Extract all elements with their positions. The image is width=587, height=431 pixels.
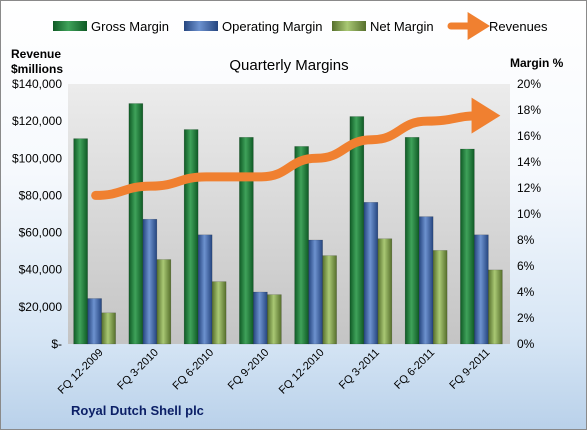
right-tick-label: 20% [517, 77, 541, 91]
category-label: FQ 6-2010 [171, 347, 217, 393]
right-tick-label: 14% [517, 155, 541, 169]
bar-net-margin [212, 282, 226, 344]
company-name: Royal Dutch Shell plc [71, 403, 204, 418]
category-label: FQ 3-2011 [337, 347, 382, 392]
category-label: FQ 3-2010 [115, 347, 161, 393]
left-axis-ticks: $- $20,000 $40,000 $60,000 $80,000 $100,000 $1… [12, 77, 62, 351]
right-tick-label: 18% [517, 103, 541, 117]
left-axis-title-line1: Revenue [11, 47, 61, 61]
bar-gross-margin [405, 137, 419, 344]
category-label: FQ 6-2011 [392, 347, 437, 392]
left-axis-title-line2: $millions [11, 62, 63, 76]
legend-swatch-gross-margin [53, 21, 87, 31]
bar-net-margin [323, 256, 337, 344]
left-tick-label: $100,000 [12, 151, 62, 165]
legend: Gross Margin Operating Margin Net Margin… [53, 19, 548, 34]
bar-operating-margin [309, 240, 323, 344]
left-tick-label: $20,000 [19, 300, 63, 314]
bar-operating-margin [198, 235, 212, 344]
right-tick-label: 4% [517, 285, 535, 299]
left-tick-label: $40,000 [19, 263, 63, 277]
left-tick-label: $140,000 [12, 77, 62, 91]
bar-net-margin [378, 239, 392, 344]
left-tick-label: $80,000 [19, 188, 63, 202]
bar-operating-margin [253, 292, 267, 344]
bar-operating-margin [88, 299, 102, 345]
bar-net-margin [433, 250, 447, 344]
right-tick-label: 10% [517, 207, 541, 221]
bar-net-margin [488, 270, 502, 344]
right-tick-label: 12% [517, 181, 541, 195]
category-label: FQ 9-2010 [226, 347, 272, 393]
legend-swatch-operating-margin [184, 21, 218, 31]
bar-operating-margin [143, 219, 157, 344]
right-tick-label: 16% [517, 129, 541, 143]
chart-title: Quarterly Margins [229, 57, 348, 74]
right-tick-label: 8% [517, 233, 535, 247]
right-axis-ticks: 0% 2% 4% 6% 8% 10% 12% 14% 16% 18% 20% [517, 77, 541, 351]
bar-net-margin [157, 260, 171, 345]
left-tick-label: $- [51, 337, 62, 351]
bar-gross-margin [74, 139, 88, 344]
right-tick-label: 0% [517, 337, 535, 351]
bar-gross-margin [295, 146, 309, 344]
bar-operating-margin [474, 235, 488, 344]
category-label: FQ 12-2009 [56, 347, 106, 397]
bar-operating-margin [419, 217, 433, 344]
category-label: FQ 9-2011 [447, 347, 492, 392]
right-tick-label: 2% [517, 311, 535, 325]
legend-swatch-net-margin [332, 21, 366, 31]
legend-label-revenues: Revenues [489, 19, 548, 34]
legend-label-gross-margin: Gross Margin [91, 19, 169, 34]
bar-net-margin [267, 295, 281, 344]
category-label: FQ 12-2010 [277, 347, 327, 397]
legend-label-operating-margin: Operating Margin [222, 19, 322, 34]
left-tick-label: $120,000 [12, 114, 62, 128]
bar-net-margin [102, 313, 116, 344]
bar-gross-margin [350, 117, 364, 345]
bar-gross-margin [184, 130, 198, 345]
bar-gross-margin [460, 149, 474, 344]
bar-gross-margin [129, 104, 143, 345]
right-axis-title: Margin % [510, 56, 564, 70]
left-tick-label: $60,000 [19, 226, 63, 240]
right-tick-label: 6% [517, 259, 535, 273]
bar-operating-margin [364, 202, 378, 344]
bar-gross-margin [239, 137, 253, 344]
legend-label-net-margin: Net Margin [370, 19, 434, 34]
